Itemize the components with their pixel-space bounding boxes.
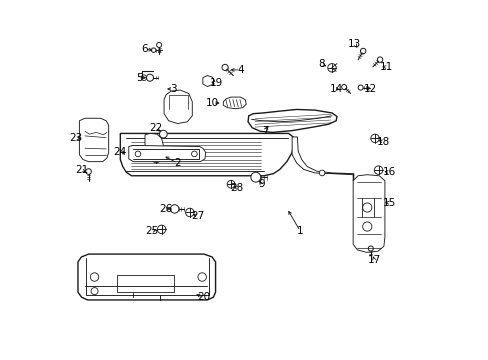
Text: 11: 11 xyxy=(379,62,392,72)
Text: 23: 23 xyxy=(69,133,82,143)
Circle shape xyxy=(341,85,346,89)
Circle shape xyxy=(367,246,372,251)
Text: 6: 6 xyxy=(142,45,148,54)
Text: 14: 14 xyxy=(329,84,342,94)
Text: 18: 18 xyxy=(376,137,390,147)
Text: 10: 10 xyxy=(206,98,219,108)
Circle shape xyxy=(180,99,187,106)
Text: 5: 5 xyxy=(136,73,142,83)
Circle shape xyxy=(141,75,146,81)
Circle shape xyxy=(170,205,179,213)
Circle shape xyxy=(222,64,228,71)
Circle shape xyxy=(185,208,194,217)
Circle shape xyxy=(151,48,156,53)
Polygon shape xyxy=(203,76,214,86)
Circle shape xyxy=(377,57,382,62)
Bar xyxy=(117,275,174,292)
Circle shape xyxy=(85,169,91,174)
Text: 1: 1 xyxy=(296,226,303,236)
Text: 25: 25 xyxy=(145,226,159,236)
Text: 8: 8 xyxy=(318,59,324,69)
Circle shape xyxy=(159,130,167,138)
Text: 24: 24 xyxy=(113,148,127,157)
Circle shape xyxy=(362,203,371,212)
Polygon shape xyxy=(145,134,163,162)
Circle shape xyxy=(370,134,379,143)
Circle shape xyxy=(227,180,235,188)
Circle shape xyxy=(204,79,210,85)
Circle shape xyxy=(250,172,260,182)
Circle shape xyxy=(198,273,206,281)
Text: 27: 27 xyxy=(191,211,204,221)
Circle shape xyxy=(374,166,382,174)
Circle shape xyxy=(157,225,165,234)
Polygon shape xyxy=(128,145,205,162)
Text: 22: 22 xyxy=(149,123,162,133)
Text: 13: 13 xyxy=(347,39,361,49)
Text: 12: 12 xyxy=(364,84,377,94)
Circle shape xyxy=(191,151,197,157)
Polygon shape xyxy=(78,254,215,300)
Text: 21: 21 xyxy=(75,165,88,175)
Polygon shape xyxy=(164,90,192,123)
Text: 28: 28 xyxy=(230,183,243,193)
Text: 19: 19 xyxy=(209,78,223,88)
Circle shape xyxy=(135,151,141,157)
Text: 9: 9 xyxy=(258,179,264,189)
Polygon shape xyxy=(352,175,384,252)
Text: 16: 16 xyxy=(383,167,396,177)
Polygon shape xyxy=(223,97,246,109)
Polygon shape xyxy=(247,109,336,132)
Circle shape xyxy=(168,99,175,106)
Circle shape xyxy=(327,64,336,72)
Circle shape xyxy=(168,109,175,117)
Circle shape xyxy=(156,42,162,48)
Circle shape xyxy=(90,273,99,281)
Polygon shape xyxy=(291,137,353,181)
Circle shape xyxy=(357,85,363,90)
Polygon shape xyxy=(79,118,108,162)
Circle shape xyxy=(362,222,371,231)
Circle shape xyxy=(319,170,324,176)
Text: 17: 17 xyxy=(367,256,380,265)
Circle shape xyxy=(151,153,161,163)
Text: 15: 15 xyxy=(383,198,396,208)
Circle shape xyxy=(91,288,98,294)
Text: 20: 20 xyxy=(197,292,210,302)
Text: 26: 26 xyxy=(159,204,172,214)
Circle shape xyxy=(180,109,187,117)
Text: 4: 4 xyxy=(237,65,243,75)
Polygon shape xyxy=(120,134,293,176)
Circle shape xyxy=(360,48,365,54)
Text: 3: 3 xyxy=(169,84,176,94)
Circle shape xyxy=(146,74,153,81)
Text: 2: 2 xyxy=(174,158,181,168)
Text: 7: 7 xyxy=(261,126,268,136)
